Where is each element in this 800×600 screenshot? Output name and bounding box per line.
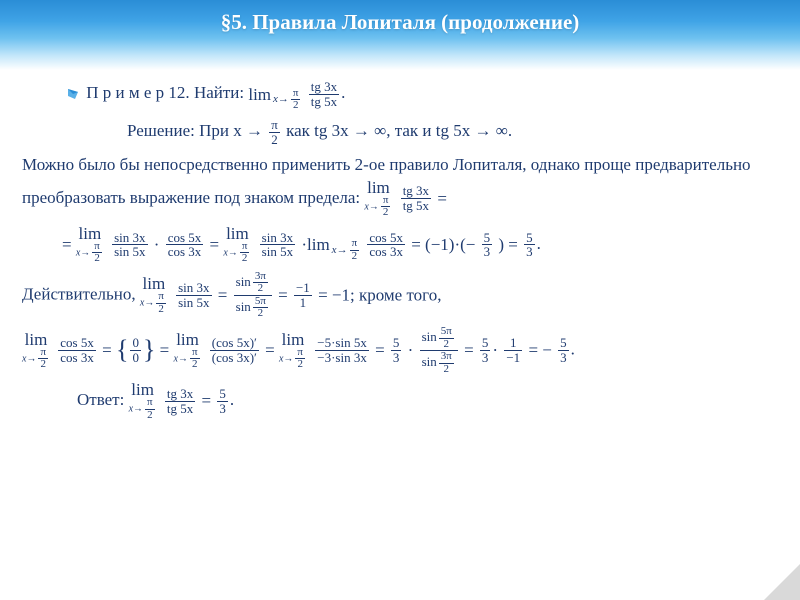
slide-title: §5. Правила Лопиталя (продолжение) — [221, 10, 580, 35]
lim-sub: x→π2 — [273, 93, 302, 105]
answer-line: Ответ: limx→π2 tg 3xtg 5x = 53. — [22, 381, 778, 421]
answer-label: Ответ: — [77, 390, 124, 409]
find-label: Найти: — [194, 83, 244, 102]
example-label: П р и м е р 12. — [86, 83, 189, 102]
lim2: limx→π2 — [364, 179, 392, 219]
paragraph-1: Можно было бы непосредственно применить … — [22, 152, 778, 218]
cos-line: limx→π2 cos 5xcos 3x = {00} = limx→π2 (c… — [22, 326, 778, 375]
frac-tg2: tg 3xtg 5x — [401, 184, 431, 212]
indeed-line: Действительно, limx→π2 sin 3xsin 5x = si… — [22, 271, 778, 320]
eq-line-1: = limx→π2 sin 3xsin 5x · cos 5xcos 3x = … — [22, 225, 778, 265]
slide-header: §5. Правила Лопиталя (продолжение) — [0, 0, 800, 70]
solution-line: Решение: При х → π2 как tg 3x → ∞, так и… — [22, 118, 778, 146]
solution-label: Решение: — [127, 121, 195, 140]
limit-expr: lim — [248, 86, 271, 103]
pi-over-2: π2 — [269, 118, 280, 146]
page-corner-icon — [764, 564, 800, 600]
bullet-icon — [68, 89, 78, 99]
frac-tg: tg 3xtg 5x — [309, 80, 339, 108]
slide-content: П р и м е р 12. Найти: lim x→π2 tg 3xtg … — [0, 70, 800, 421]
example-line: П р и м е р 12. Найти: lim x→π2 tg 3xtg … — [22, 80, 778, 112]
